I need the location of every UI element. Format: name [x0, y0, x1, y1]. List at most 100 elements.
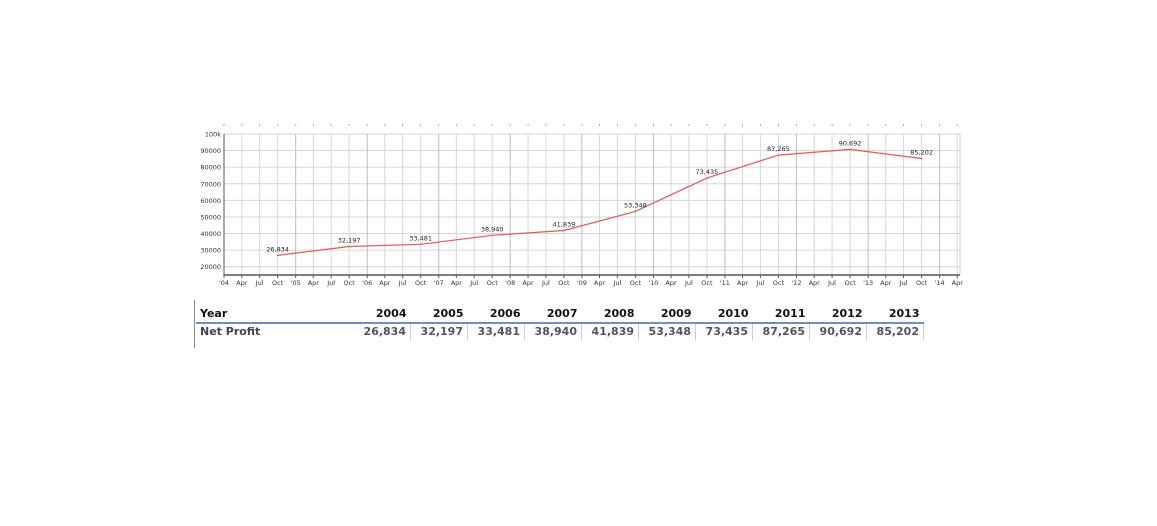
x-tick-label: '10	[648, 279, 658, 287]
x-tick-label: '14	[935, 279, 945, 287]
x-tick-label: Oct	[344, 279, 356, 287]
year-cell: 2009	[638, 306, 696, 324]
year-cell: 2010	[695, 306, 753, 324]
profit-value-cell: 38,940	[524, 323, 582, 340]
data-point	[634, 210, 637, 213]
x-tick-label: Apr	[308, 279, 320, 287]
x-tick-label: Oct	[487, 279, 499, 287]
year-cell: 2005	[410, 306, 468, 324]
x-tick-label: Apr	[522, 279, 534, 287]
profit-value-cell: 73,435	[695, 323, 753, 340]
x-tick-label: Oct	[844, 279, 856, 287]
x-tick-label: '06	[362, 279, 372, 287]
year-cell: 2012	[809, 306, 867, 324]
x-tick-label: Jul	[326, 279, 335, 287]
plot-area	[223, 133, 961, 276]
x-tick-label: '07	[434, 279, 444, 287]
data-table: Year 2004 2005 2006 2007 2008 2009 2010 …	[196, 306, 924, 340]
x-tick-label: '05	[291, 279, 301, 287]
chart-grid	[223, 133, 961, 276]
x-axis-ticks: '04 Apr Jul Oct '05 Apr Jul Oct '06 Apr Jul Oct '07 A…	[219, 279, 963, 287]
x-tick-label: Oct	[415, 279, 427, 287]
y-tick-label: 30000	[200, 247, 221, 255]
x-tick-label: Jul	[684, 279, 693, 287]
data-label: 33,481	[409, 234, 432, 242]
net-profit-label: Net Profit	[200, 325, 261, 338]
x-tick-label: '13	[863, 279, 873, 287]
x-tick-label: Apr	[236, 279, 248, 287]
data-point	[706, 177, 708, 179]
data-label: 73,435	[696, 168, 719, 176]
data-label: 26,834	[266, 245, 289, 253]
data-point	[419, 243, 422, 246]
y-tick-label: 90000	[200, 147, 221, 155]
chart-axes	[223, 124, 960, 278]
data-point	[491, 234, 493, 237]
x-tick-label: Jul	[255, 279, 264, 287]
y-tick-label: 80000	[200, 164, 221, 172]
x-tick-label: Apr	[880, 279, 892, 287]
profit-value-cell: 85,202	[866, 323, 924, 340]
y-tick-label: 60000	[200, 197, 221, 205]
data-point	[777, 154, 780, 156]
x-tick-label: Oct	[701, 279, 713, 287]
x-tick-label: '04	[219, 279, 229, 287]
x-tick-label: Apr	[451, 279, 463, 287]
data-point	[563, 229, 565, 232]
x-tick-label: Apr	[594, 279, 606, 287]
net-profit-row: Net Profit 26,834 32,197 33,481 38,940 4…	[196, 323, 924, 340]
x-tick-label: Apr	[809, 279, 821, 287]
y-tick-label: 20000	[200, 263, 221, 271]
y-tick-label: 40000	[200, 230, 221, 238]
x-tick-label: Oct	[558, 279, 570, 287]
table-header-row: Year 2004 2005 2006 2007 2008 2009 2010 …	[196, 306, 924, 324]
x-tick-label: Apr	[379, 279, 391, 287]
y-tick-label: 70000	[200, 180, 221, 188]
x-tick-label: Apr	[665, 279, 677, 287]
year-cell: 2008	[581, 306, 639, 324]
data-point	[276, 254, 279, 257]
profit-value-cell: 90,692	[809, 323, 867, 340]
x-tick-label: Apr	[952, 279, 964, 287]
x-tick-label: Jul	[899, 279, 908, 287]
x-tick-label: '09	[577, 279, 587, 287]
y-tick-label: 100k	[205, 131, 221, 139]
data-point	[348, 245, 350, 248]
year-cell: 2011	[752, 306, 810, 324]
x-tick-label: Oct	[630, 279, 642, 287]
x-tick-label: '12	[791, 279, 801, 287]
profit-value-cell: 32,197	[410, 323, 468, 340]
data-point	[920, 157, 923, 160]
x-tick-label: '11	[720, 279, 730, 287]
year-cell: 2006	[467, 306, 525, 324]
data-label: 53,348	[624, 201, 647, 209]
year-cell: 2013	[866, 306, 924, 324]
y-axis-ticks: 20000 30000 40000 50000 60000 70000 80000 90000…	[200, 131, 221, 272]
profit-value-cell: 26,834	[354, 323, 411, 340]
x-tick-label: '08	[505, 279, 515, 287]
x-tick-label: Oct	[773, 279, 785, 287]
net-profit-line-chart: 20000 30000 40000 50000 60000 70000 80000 90000…	[200, 124, 963, 287]
x-tick-label: Oct	[272, 279, 284, 287]
profit-value-cell: 53,348	[638, 323, 696, 340]
x-tick-label: Jul	[469, 279, 478, 287]
table-left-border	[194, 300, 195, 348]
net-profit-line	[277, 148, 922, 256]
year-header: Year	[196, 306, 354, 324]
x-tick-label: Oct	[916, 279, 928, 287]
profit-value-cell: 33,481	[467, 323, 525, 340]
data-label: 41,839	[553, 220, 576, 228]
data-label: 38,940	[481, 225, 504, 233]
y-tick-label: 50000	[200, 213, 221, 221]
data-point	[849, 148, 851, 151]
x-tick-label: Jul	[398, 279, 407, 287]
x-tick-label: Apr	[737, 279, 749, 287]
profit-value-cell: 41,839	[581, 323, 639, 340]
x-tick-label: Jul	[827, 279, 836, 287]
x-tick-label: Jul	[541, 279, 550, 287]
profit-value-cell: 87,265	[752, 323, 810, 340]
data-label: 32,197	[338, 236, 361, 244]
data-labels: 26,834 32,197 33,481 38,940 41,839 53,348 73,4…	[266, 139, 933, 253]
chart-series	[276, 148, 923, 257]
x-tick-label: Jul	[755, 279, 764, 287]
